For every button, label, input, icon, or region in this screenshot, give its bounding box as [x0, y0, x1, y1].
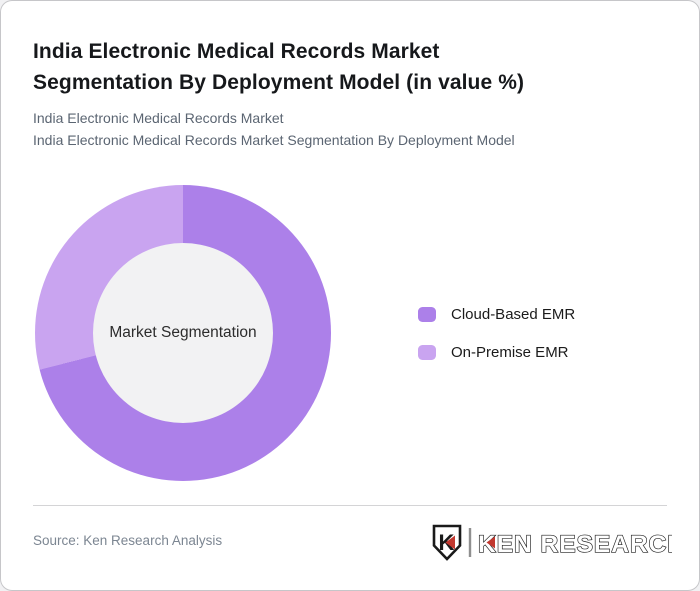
page-title-line-1: India Electronic Medical Records Market: [33, 40, 440, 63]
subtitle-line-2: India Electronic Medical Records Market …: [33, 132, 515, 148]
logo-badge-red-triangle-icon: [445, 535, 455, 550]
source-text: Source: Ken Research Analysis: [33, 533, 223, 548]
wordmark-k-red-triangle-icon: [486, 536, 495, 549]
legend-item: On-Premise EMR: [418, 343, 575, 361]
logo-wordmark: KEN RESEARCH: [478, 531, 672, 558]
donut-center-label: Market Segmentation: [109, 324, 257, 341]
logo-shield-badge: K: [432, 524, 462, 561]
legend-label-on-premise: On-Premise EMR: [451, 343, 569, 361]
chart-legend: Cloud-Based EMR On-Premise EMR: [418, 305, 575, 381]
legend-label-cloud-based: Cloud-Based EMR: [451, 305, 576, 323]
page-title-line-2: Segmentation By Deployment Model (in val…: [33, 71, 525, 94]
footer-divider: [33, 505, 667, 506]
ken-research-logo-graphic: K KEN RESEARCH: [432, 524, 686, 561]
legend-swatch-cloud-based: [418, 306, 436, 322]
page-title: India Electronic Medical Records Market …: [33, 36, 653, 98]
ken-research-logo: K KEN RESEARCH: [430, 523, 686, 563]
donut-chart: Market Segmentation: [35, 185, 331, 481]
legend-swatch-on-premise: [418, 344, 436, 360]
legend-item: Cloud-Based EMR: [418, 305, 575, 323]
donut-hole: Market Segmentation: [93, 243, 273, 423]
chart-subtitles: India Electronic Medical Records Market …: [33, 107, 673, 151]
subtitle-line-1: India Electronic Medical Records Market: [33, 110, 284, 126]
